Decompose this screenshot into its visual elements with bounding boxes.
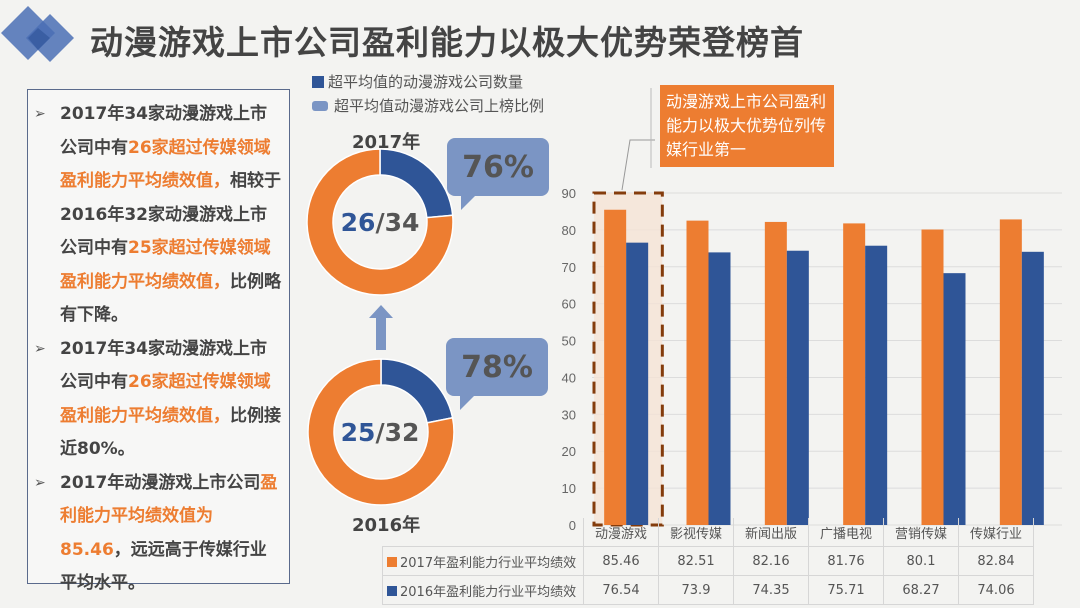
square-icon (312, 76, 324, 88)
percent-bubble-2017: 76% (447, 138, 549, 210)
data-label: 85.46 (583, 546, 659, 576)
ratio-above: 26 (340, 208, 376, 237)
ratio-above: 25 (340, 418, 376, 447)
data-label: 74.06 (958, 575, 1034, 605)
bar-2017 (764, 221, 787, 525)
legend-item-count: 超平均值的动漫游戏公司数量 (312, 70, 544, 94)
bar-2017 (686, 220, 709, 526)
donut-2016年 (307, 358, 455, 506)
bar-2016 (943, 273, 966, 525)
body-text: 2017年动漫游戏上市公司 (60, 472, 261, 493)
x-tick-label: 传媒行业 (958, 518, 1034, 547)
data-label: 80.1 (883, 546, 959, 576)
ratio-total: /32 (375, 418, 420, 447)
body-text: ，远远高于传媒行业平均水平。 (60, 539, 267, 594)
body-text: 2017年34家动漫游戏上市公司中有 (60, 338, 267, 393)
y-tick-label: 60 (562, 297, 576, 312)
data-label: 81.76 (808, 546, 884, 576)
summary-bullet: ➢ 2017年34家动漫游戏上市公司中有26家超过传媒领域盈利能力平均绩效值，相较… (34, 98, 281, 333)
highlight-text: 盈利能力平均绩效值为85.46 (60, 472, 278, 560)
data-label: 76.54 (583, 575, 659, 605)
y-tick-label: 70 (562, 260, 576, 275)
donut-year-2017: 2017年 (352, 132, 421, 153)
bar-2017 (843, 223, 866, 526)
x-tick-label: 动漫游戏 (583, 518, 659, 547)
highlight-text: 25家超过传媒领域盈利能力平均绩效值， (60, 238, 271, 292)
legend-entry: 2017年盈利能力行业平均绩效 (382, 546, 584, 576)
data-label: 75.71 (808, 575, 884, 605)
bar-2017 (999, 219, 1022, 525)
percent-bubble-2016: 78% (446, 338, 548, 410)
table-corner (382, 518, 584, 547)
speech-bubble-icon (312, 101, 328, 111)
donut-legend: 超平均值的动漫游戏公司数量 超平均值动漫游戏公司上榜比例 (312, 70, 544, 118)
legend-label: 超平均值的动漫游戏公司数量 (328, 73, 524, 91)
up-arrow-icon (369, 305, 393, 350)
y-tick-label: 10 (562, 481, 576, 496)
summary-textbox: ➢ 2017年34家动漫游戏上市公司中有26家超过传媒领域盈利能力平均绩效值，相较… (27, 89, 290, 593)
donut-ratio-2016: 25/32 (320, 418, 440, 447)
donut-slice-orange (306, 148, 454, 296)
highlight-text: 26家超过传媒领域盈利能力平均绩效值， (60, 137, 271, 192)
data-label: 82.84 (958, 546, 1034, 576)
bar-2017 (604, 209, 627, 525)
body-text: 2017年34家动漫游戏上市公司中有 (60, 104, 267, 158)
y-tick-label: 20 (562, 444, 576, 459)
y-tick-label: 50 (562, 334, 576, 349)
callout-connector (621, 139, 655, 191)
data-label: 74.35 (733, 575, 809, 605)
y-tick-label: 40 (562, 370, 576, 385)
data-label: 68.27 (883, 575, 959, 605)
chart-data-table: 动漫游戏 影视传媒 新闻出版 广播电视 营销传媒 传媒行业 2017年盈利能力行业平均绩效 8… (382, 518, 1034, 605)
bullet-arrow-icon: ➢ (34, 106, 46, 122)
donut-2017年 (306, 148, 454, 296)
data-label: 73.9 (658, 575, 734, 605)
x-tick-label: 新闻出版 (733, 518, 809, 547)
table-header-row: 动漫游戏 影视传媒 新闻出版 广播电视 营销传媒 传媒行业 (382, 518, 1034, 547)
y-tick-label: 80 (562, 223, 576, 238)
y-tick-label: 90 (562, 186, 576, 201)
legend-swatch-icon (387, 556, 397, 567)
table-row: 2017年盈利能力行业平均绩效 85.46 82.51 82.16 81.76 80.1 8… (382, 546, 1034, 576)
bar-2016 (626, 242, 649, 525)
y-tick-label: 30 (562, 407, 576, 422)
legend-label: 超平均值动漫游戏公司上榜比例 (334, 97, 545, 115)
bar-2016 (865, 245, 888, 525)
bar-2016 (786, 250, 809, 525)
x-tick-label: 营销传媒 (883, 518, 959, 547)
x-tick-label: 影视传媒 (658, 518, 734, 547)
x-tick-label: 广播电视 (808, 518, 884, 547)
legend-label: 2016年盈利能力行业平均绩效 (400, 584, 577, 600)
summary-bullet: ➢ 2017年动漫游戏上市公司盈利能力平均绩效值为85.46，远远高于传媒行业平… (34, 467, 281, 601)
data-label: 82.51 (658, 546, 734, 576)
bullet-text: 2017年34家动漫游戏上市公司中有26家超过传媒领域盈利能力平均绩效值，比例接… (60, 333, 281, 467)
highlight-text: 26家超过传媒领域盈利能力平均绩效值， (60, 372, 271, 426)
ratio-total: /34 (375, 208, 420, 237)
bullet-text: 2017年34家动漫游戏上市公司中有26家超过传媒领域盈利能力平均绩效值，相较于… (60, 98, 281, 333)
bar-2016 (1021, 251, 1044, 525)
callout-box: 动漫游戏上市公司盈利能力以极大优势位列传媒行业第一 (660, 85, 834, 167)
data-label: 82.16 (733, 546, 809, 576)
bullet-arrow-icon: ➢ (34, 474, 46, 491)
summary-bullet: ➢ 2017年34家动漫游戏上市公司中有26家超过传媒领域盈利能力平均绩效值，比例… (34, 333, 281, 467)
donut-slice-orange (307, 358, 455, 506)
body-text: 相较于2016年32家动漫游戏上市公司中有 (60, 171, 281, 258)
table-row: 2016年盈利能力行业平均绩效 76.54 73.9 74.35 75.71 68.27 7… (382, 575, 1034, 605)
overlapping-diamonds-icon (1, 6, 74, 62)
legend-label: 2017年盈利能力行业平均绩效 (400, 555, 577, 571)
page-title: 动漫游戏上市公司盈利能力以极大优势荣登榜首 (90, 23, 804, 62)
body-text: 比例略有下降。 (60, 271, 281, 326)
bullet-arrow-icon: ➢ (34, 340, 46, 357)
legend-item-ratio: 超平均值动漫游戏公司上榜比例 (312, 94, 544, 118)
bar-2016 (708, 252, 731, 525)
bar-2017 (921, 229, 944, 525)
legend-swatch-icon (387, 585, 397, 596)
donut-ratio-2017: 26/34 (320, 208, 440, 237)
legend-entry: 2016年盈利能力行业平均绩效 (382, 575, 584, 605)
body-text: 比例接近80%。 (60, 405, 281, 460)
bullet-text: 2017年动漫游戏上市公司盈利能力平均绩效值为85.46，远远高于传媒行业平均水… (60, 467, 281, 601)
